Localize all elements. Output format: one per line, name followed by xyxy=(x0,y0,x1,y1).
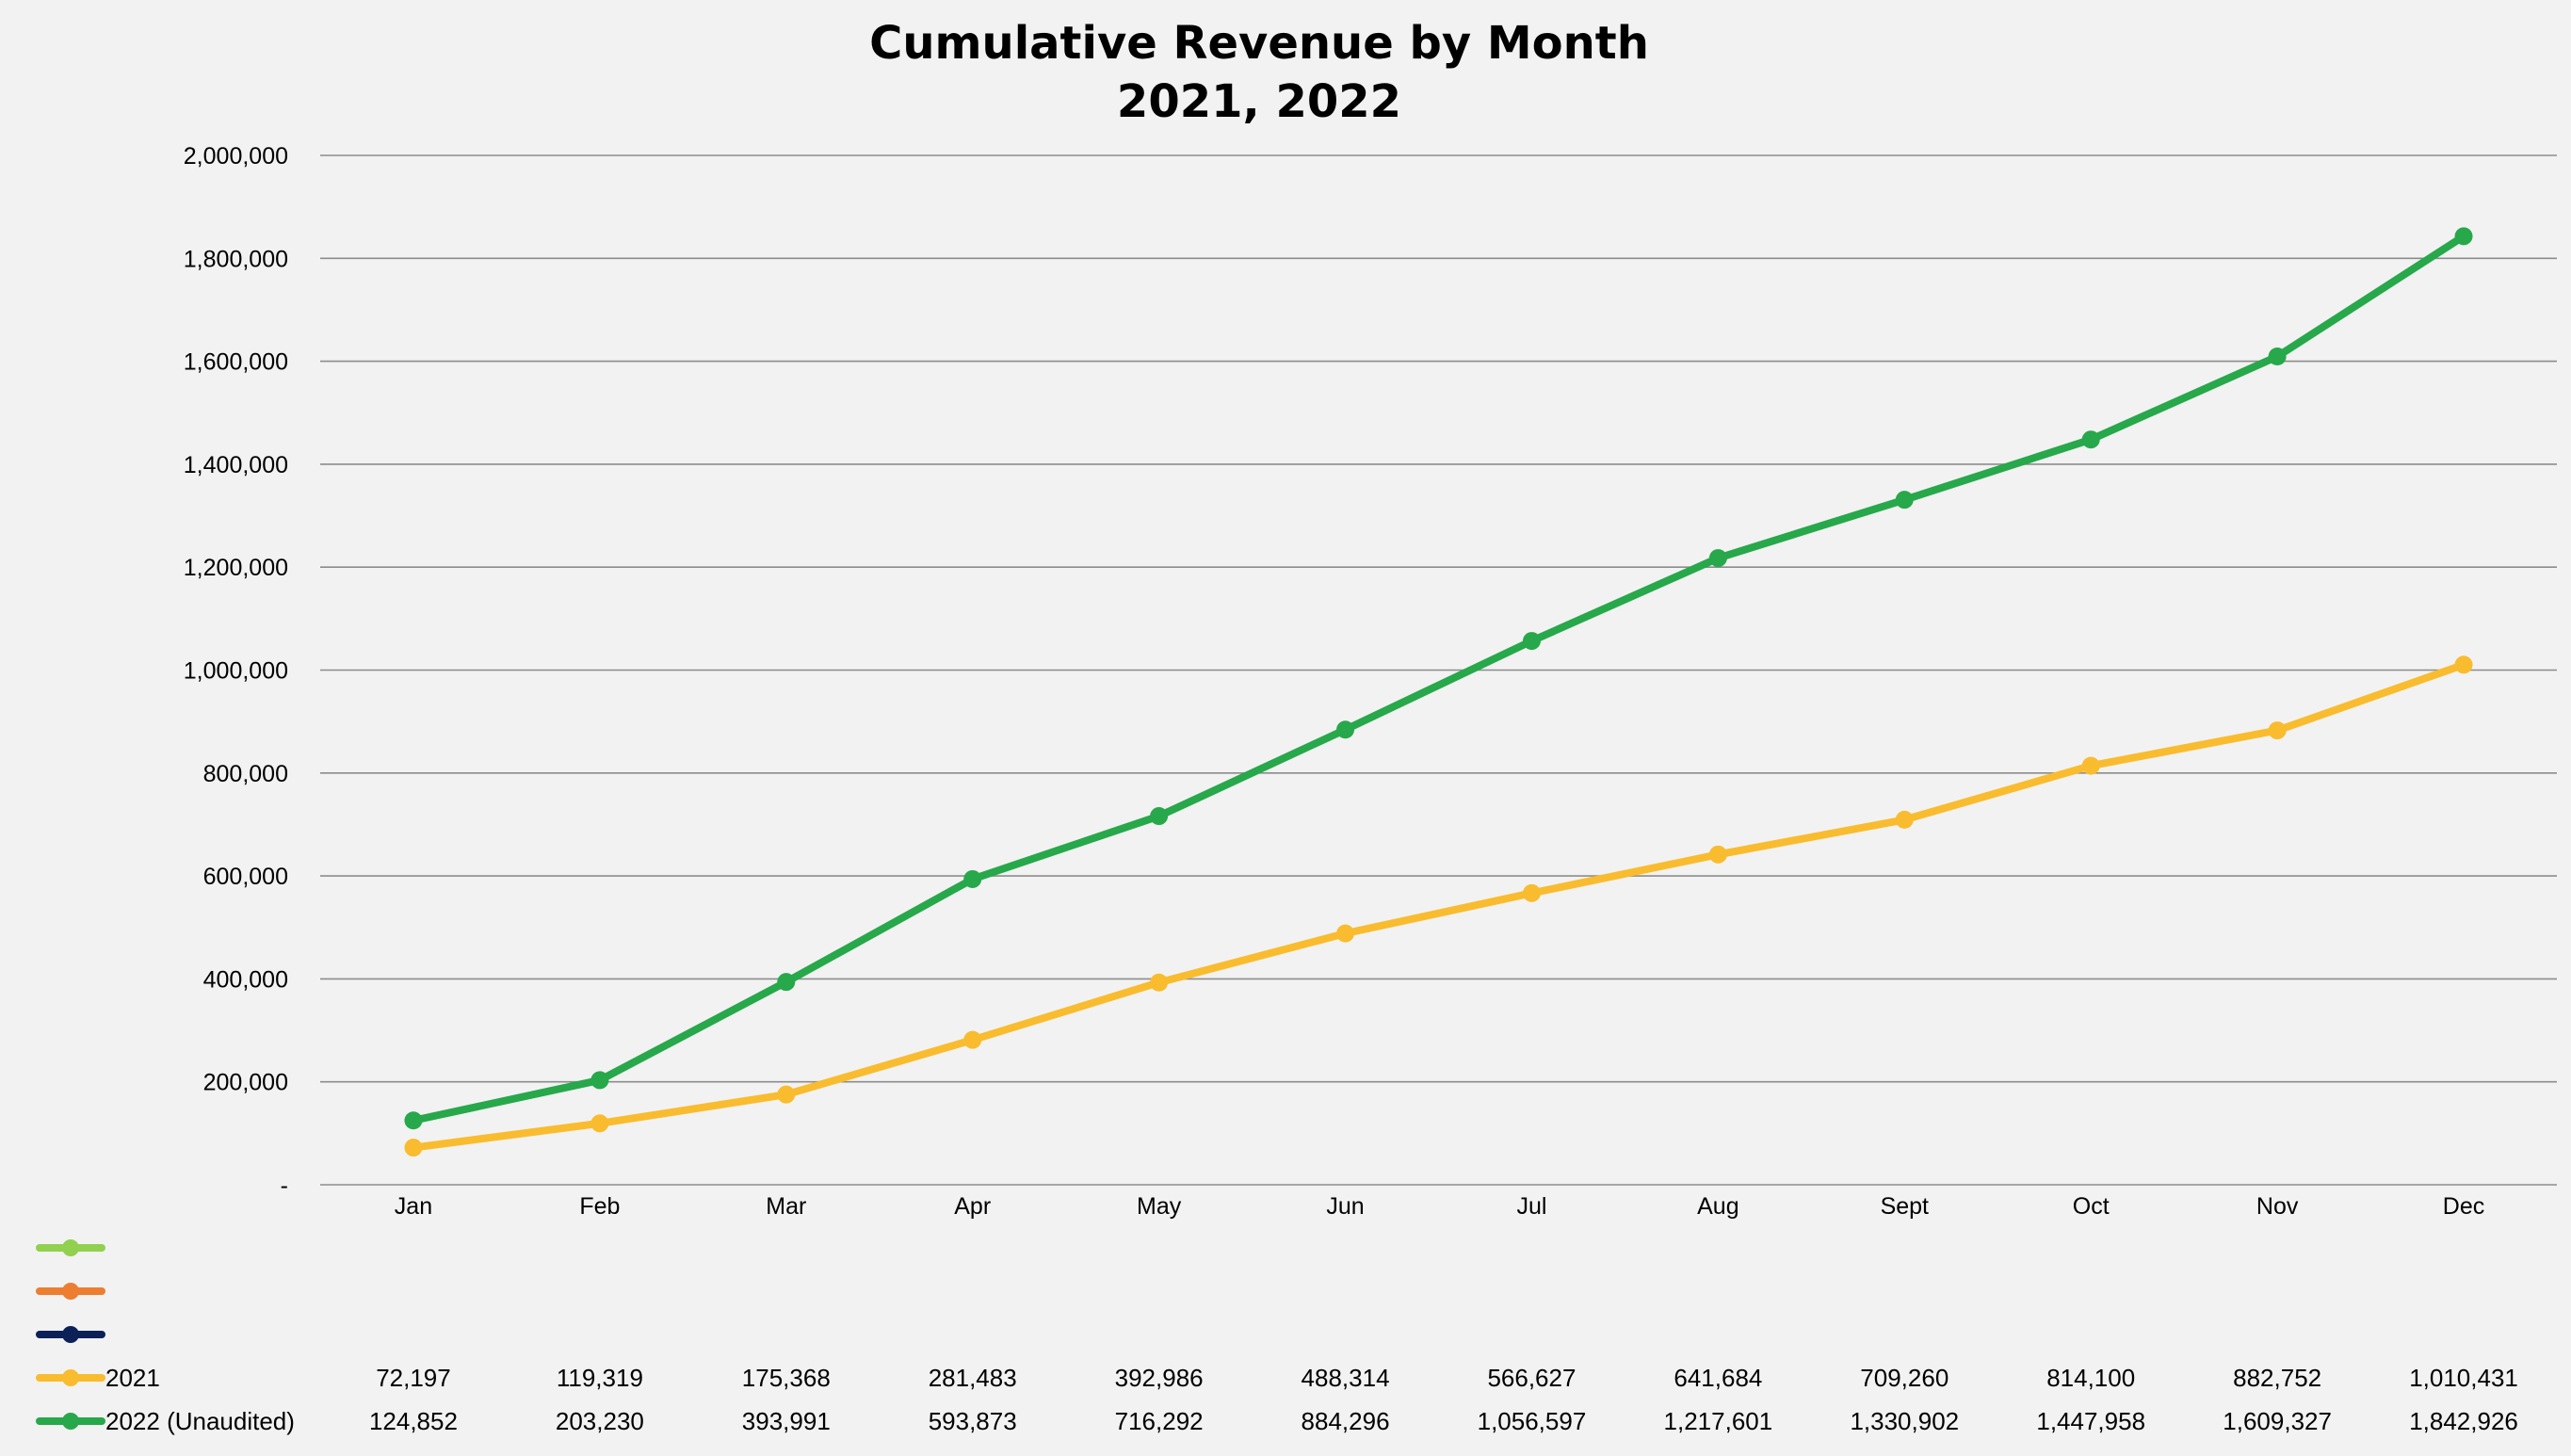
data-table-cell: 1,609,327 xyxy=(2223,1407,2332,1435)
x-tick-label: May xyxy=(1137,1193,1182,1220)
legend-key xyxy=(36,1239,105,1256)
data-table-cell: 566,627 xyxy=(1487,1364,1576,1392)
x-tick-label: Aug xyxy=(1697,1193,1738,1220)
legend-key-marker xyxy=(62,1283,79,1300)
data-point xyxy=(2081,756,2100,775)
data-table-cell: 119,319 xyxy=(557,1364,643,1392)
legend-key xyxy=(36,1326,105,1343)
data-point xyxy=(963,1030,982,1049)
series-name-label: 2021 xyxy=(105,1364,160,1392)
data-table-cell: 1,056,597 xyxy=(1478,1407,1587,1435)
legend-key-marker xyxy=(62,1239,79,1256)
data-table-cell: 488,314 xyxy=(1302,1364,1390,1392)
data-point xyxy=(1895,491,1914,510)
legend-key xyxy=(36,1283,105,1300)
data-table-cell: 641,684 xyxy=(1674,1364,1762,1392)
data-point xyxy=(2081,430,2100,449)
data-point xyxy=(1336,924,1355,943)
x-tick-label: Jul xyxy=(1516,1193,1546,1220)
data-point xyxy=(1150,807,1169,826)
y-tick-label: 1,200,000 xyxy=(184,555,288,581)
data-point xyxy=(1708,845,1727,864)
y-tick-label: 600,000 xyxy=(203,864,288,890)
y-axis-tick-labels: - 200,000 400,000 600,000 800,000 1,000,000 1,… xyxy=(184,143,288,1199)
y-tick-label: - xyxy=(281,1173,288,1199)
data-table-cell: 709,260 xyxy=(1860,1364,1948,1392)
data-point xyxy=(2268,348,2287,366)
legend-key xyxy=(36,1369,105,1386)
legend-key-marker xyxy=(62,1369,79,1386)
data-table-cell: 1,330,902 xyxy=(1850,1407,1959,1435)
series-line xyxy=(409,232,2468,1124)
y-tick-label: 800,000 xyxy=(203,761,288,787)
data-table-cell: 814,100 xyxy=(2046,1364,2135,1392)
legend-key-marker xyxy=(62,1413,79,1430)
y-tick-label: 400,000 xyxy=(203,966,288,993)
series-lines xyxy=(404,227,2473,1157)
series-group xyxy=(404,655,2473,1157)
y-tick-label: 1,800,000 xyxy=(184,246,288,272)
data-table-cell: 393,991 xyxy=(742,1407,831,1435)
data-table-cell: 175,368 xyxy=(742,1364,831,1392)
data-point xyxy=(590,1071,609,1090)
legend-key xyxy=(36,1413,105,1430)
data-point xyxy=(2268,721,2287,740)
gridlines xyxy=(320,154,2557,1186)
chart-subtitle: 2021, 2022 xyxy=(1117,75,1401,128)
data-table-cell: 1,447,958 xyxy=(2036,1407,2145,1435)
chart-title: Cumulative Revenue by Month xyxy=(869,17,1649,70)
data-table-cell: 1,217,601 xyxy=(1664,1407,1773,1435)
y-tick-label: 1,000,000 xyxy=(184,658,288,685)
y-tick-label: 200,000 xyxy=(203,1070,288,1096)
y-tick-label: 1,400,000 xyxy=(184,452,288,478)
data-point xyxy=(404,1139,423,1157)
data-table-cell: 716,292 xyxy=(1115,1407,1204,1435)
data-point xyxy=(590,1114,609,1133)
x-tick-label: Jan xyxy=(395,1193,432,1220)
data-point xyxy=(2454,227,2473,246)
data-point xyxy=(2454,655,2473,674)
x-axis-tick-labels: Jan Feb Mar Apr May Jun Jul Aug Sept Oct Nov Dec xyxy=(395,1193,2484,1220)
y-tick-label: 2,000,000 xyxy=(184,143,288,170)
series-group xyxy=(404,227,2473,1130)
x-tick-label: Dec xyxy=(2443,1193,2484,1220)
data-point xyxy=(777,973,796,992)
data-point xyxy=(1522,632,1541,651)
data-table-cell: 72,197 xyxy=(376,1364,451,1392)
x-tick-label: Feb xyxy=(579,1193,620,1220)
data-table-cell: 392,986 xyxy=(1115,1364,1204,1392)
data-table-cell: 1,010,431 xyxy=(2409,1364,2518,1392)
data-table: 2021 72,197 119,319 175,368 281,483 392,986 48… xyxy=(36,1239,2518,1435)
data-point xyxy=(1522,883,1541,902)
data-table-cell: 203,230 xyxy=(556,1407,644,1435)
y-tick-label: 1,600,000 xyxy=(184,349,288,376)
data-point xyxy=(963,869,982,888)
data-point xyxy=(1150,973,1169,992)
legend-key-marker xyxy=(62,1326,79,1343)
data-table-cell: 1,842,926 xyxy=(2409,1407,2518,1435)
data-point xyxy=(777,1085,796,1104)
data-table-cell: 281,483 xyxy=(929,1364,1017,1392)
series-name-label: 2022 (Unaudited) xyxy=(105,1407,295,1435)
x-tick-label: Sept xyxy=(1881,1193,1929,1220)
x-tick-label: Jun xyxy=(1326,1193,1364,1220)
x-tick-label: Apr xyxy=(954,1193,991,1220)
data-table-cell: 124,852 xyxy=(369,1407,458,1435)
data-table-cell: 882,752 xyxy=(2233,1364,2321,1392)
data-point xyxy=(1708,549,1727,568)
data-point xyxy=(404,1111,423,1130)
data-point xyxy=(1336,720,1355,739)
data-table-cell: 593,873 xyxy=(929,1407,1017,1435)
x-tick-label: Nov xyxy=(2256,1193,2299,1220)
x-tick-label: Oct xyxy=(2073,1193,2110,1220)
x-tick-label: Mar xyxy=(766,1193,806,1220)
data-table-cell: 884,296 xyxy=(1302,1407,1390,1435)
series-line xyxy=(409,660,2468,1152)
data-point xyxy=(1895,810,1914,829)
